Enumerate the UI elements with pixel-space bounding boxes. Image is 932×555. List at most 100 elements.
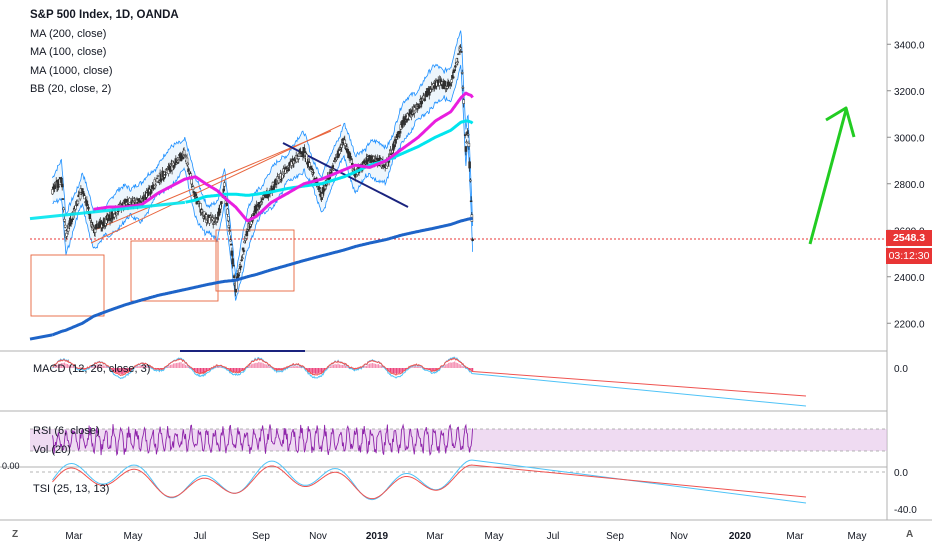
candle xyxy=(349,156,353,158)
candle xyxy=(456,61,459,64)
candle xyxy=(394,139,397,144)
candle xyxy=(241,247,245,251)
arrow-head xyxy=(825,106,856,138)
candle xyxy=(222,188,225,192)
candle xyxy=(158,180,161,182)
candle xyxy=(223,182,226,187)
candle xyxy=(60,183,64,188)
candle xyxy=(312,171,315,174)
candle xyxy=(74,205,77,210)
candle xyxy=(350,158,353,160)
candle xyxy=(260,201,264,204)
candle xyxy=(242,250,246,252)
candle xyxy=(451,76,455,79)
candle xyxy=(226,216,230,222)
candle xyxy=(273,184,276,188)
candle xyxy=(305,153,308,163)
candle xyxy=(297,157,300,160)
macd-signal-line xyxy=(52,357,807,397)
tsi-signal-line xyxy=(52,464,807,500)
candle xyxy=(454,65,457,68)
x-tick-label: Nov xyxy=(309,531,327,542)
x-tick-label: Sep xyxy=(252,531,270,542)
tsi-line xyxy=(52,459,807,504)
x-tick-label: May xyxy=(485,531,504,542)
vol-label[interactable]: Vol (20) xyxy=(33,444,71,456)
last-price-tag: 2548.3 xyxy=(886,230,932,246)
candle xyxy=(423,99,427,101)
legend-ma100[interactable]: MA (100, close) xyxy=(30,46,107,58)
candle xyxy=(125,199,129,202)
drawing-rect xyxy=(30,254,105,317)
candle xyxy=(403,120,406,126)
candle xyxy=(468,161,471,169)
y-tick-label: 3200.0 xyxy=(894,87,925,98)
candle xyxy=(267,193,270,197)
zoom-button[interactable]: Z xyxy=(12,529,19,540)
candle xyxy=(450,79,453,83)
candle xyxy=(471,238,474,241)
tsi-label[interactable]: TSI (25, 13, 13) xyxy=(33,483,110,495)
candle xyxy=(111,216,115,219)
vol-axis-label: 0.00 xyxy=(2,461,20,471)
candle xyxy=(348,151,351,159)
legend-bb[interactable]: BB (20, close, 2) xyxy=(30,83,112,95)
candle xyxy=(182,149,186,158)
candle xyxy=(459,47,462,50)
drawing-tools[interactable] xyxy=(30,106,887,352)
x-tick-label: May xyxy=(124,531,143,542)
candle xyxy=(453,69,456,72)
candle xyxy=(191,186,195,191)
tsi-tick-label: -40.0 xyxy=(894,505,917,516)
candle xyxy=(445,86,449,89)
candle xyxy=(53,185,56,190)
y-tick-label: 3000.0 xyxy=(894,133,925,144)
y-tick-label: 3400.0 xyxy=(894,40,925,51)
candle xyxy=(460,72,464,74)
candle xyxy=(154,184,157,187)
candle xyxy=(457,53,461,55)
candle xyxy=(177,159,181,162)
x-tick-label: Mar xyxy=(65,531,83,542)
candle xyxy=(128,197,131,203)
drawing-rect xyxy=(215,229,295,292)
candle xyxy=(228,230,231,232)
rsi-label[interactable]: RSI (6, close) xyxy=(33,425,100,437)
candle xyxy=(465,141,468,144)
bb-upper xyxy=(52,30,474,277)
candle xyxy=(232,264,235,267)
x-tick-label: 2020 xyxy=(729,531,752,542)
arrow-shaft xyxy=(808,109,848,245)
macd-line xyxy=(52,356,807,407)
candle xyxy=(232,275,236,278)
candle xyxy=(332,168,335,171)
candle xyxy=(229,239,232,242)
x-tick-label: Nov xyxy=(670,531,688,542)
candle xyxy=(240,259,243,262)
candle xyxy=(407,119,410,121)
candle xyxy=(345,146,349,149)
candle xyxy=(65,232,68,237)
ma-200-extension xyxy=(29,200,186,221)
candlesticks xyxy=(51,43,474,297)
candle xyxy=(113,213,116,218)
macd-label[interactable]: MACD (12, 26, close, 3) xyxy=(33,363,151,375)
candle xyxy=(448,84,452,86)
legend-ma1000[interactable]: MA (1000, close) xyxy=(30,64,113,77)
legend-ma200[interactable]: MA (200, close) xyxy=(30,27,107,40)
candle xyxy=(63,218,66,222)
candle xyxy=(225,202,228,207)
candle xyxy=(401,124,404,128)
candle xyxy=(382,164,385,168)
countdown-tag: 03:12:30 xyxy=(886,248,932,264)
candle xyxy=(421,98,424,101)
candle xyxy=(398,130,402,134)
symbol-title[interactable]: S&P 500 Index, 1D, OANDA xyxy=(30,9,179,21)
candle xyxy=(101,227,104,229)
candle xyxy=(89,218,92,221)
candle xyxy=(464,146,468,152)
auto-scale-button[interactable]: A xyxy=(906,529,914,540)
candle xyxy=(469,200,473,203)
